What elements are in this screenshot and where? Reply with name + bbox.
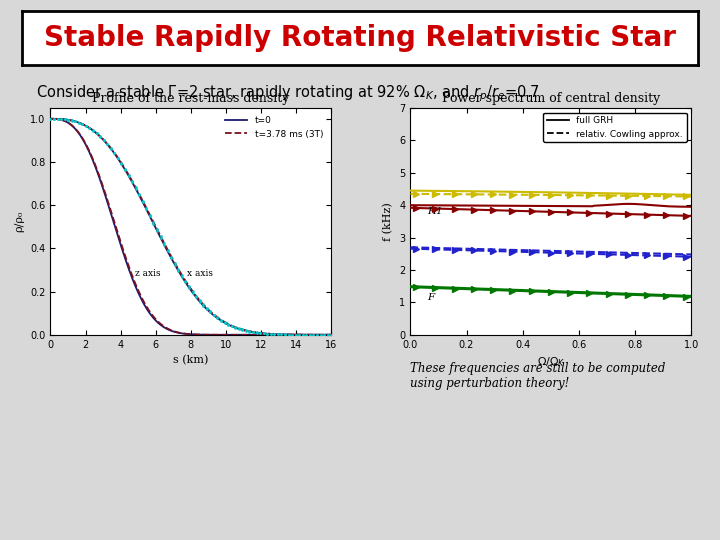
Y-axis label: ρ/ρ₀: ρ/ρ₀ bbox=[14, 211, 24, 232]
Text: These frequencies are still to be computed
using perturbation theory!: These frequencies are still to be comput… bbox=[410, 362, 666, 390]
Text: H1: H1 bbox=[427, 207, 443, 217]
X-axis label: s (km): s (km) bbox=[173, 355, 209, 366]
Y-axis label: f (kHz): f (kHz) bbox=[384, 202, 394, 241]
Text: F: F bbox=[427, 293, 434, 302]
Legend: t=0, t=3.78 ms (3T): t=0, t=3.78 ms (3T) bbox=[221, 112, 327, 142]
X-axis label: $\Omega/\Omega_K$: $\Omega/\Omega_K$ bbox=[536, 355, 565, 369]
Title: Power spectrum of central density: Power spectrum of central density bbox=[441, 92, 660, 105]
Text: Consider a stable $\Gamma$=2 star, rapidly rotating at 92% $\Omega_K$, and $r_p/: Consider a stable $\Gamma$=2 star, rapid… bbox=[36, 84, 540, 104]
Legend: full GRH, relativ. Cowling approx.: full GRH, relativ. Cowling approx. bbox=[543, 112, 687, 142]
Title: Profile of the rest-mass density: Profile of the rest-mass density bbox=[92, 92, 289, 105]
Text: z axis: z axis bbox=[135, 269, 161, 279]
Text: x axis: x axis bbox=[187, 269, 213, 279]
Text: Stable Rapidly Rotating Relativistic Star: Stable Rapidly Rotating Relativistic Sta… bbox=[44, 24, 676, 52]
